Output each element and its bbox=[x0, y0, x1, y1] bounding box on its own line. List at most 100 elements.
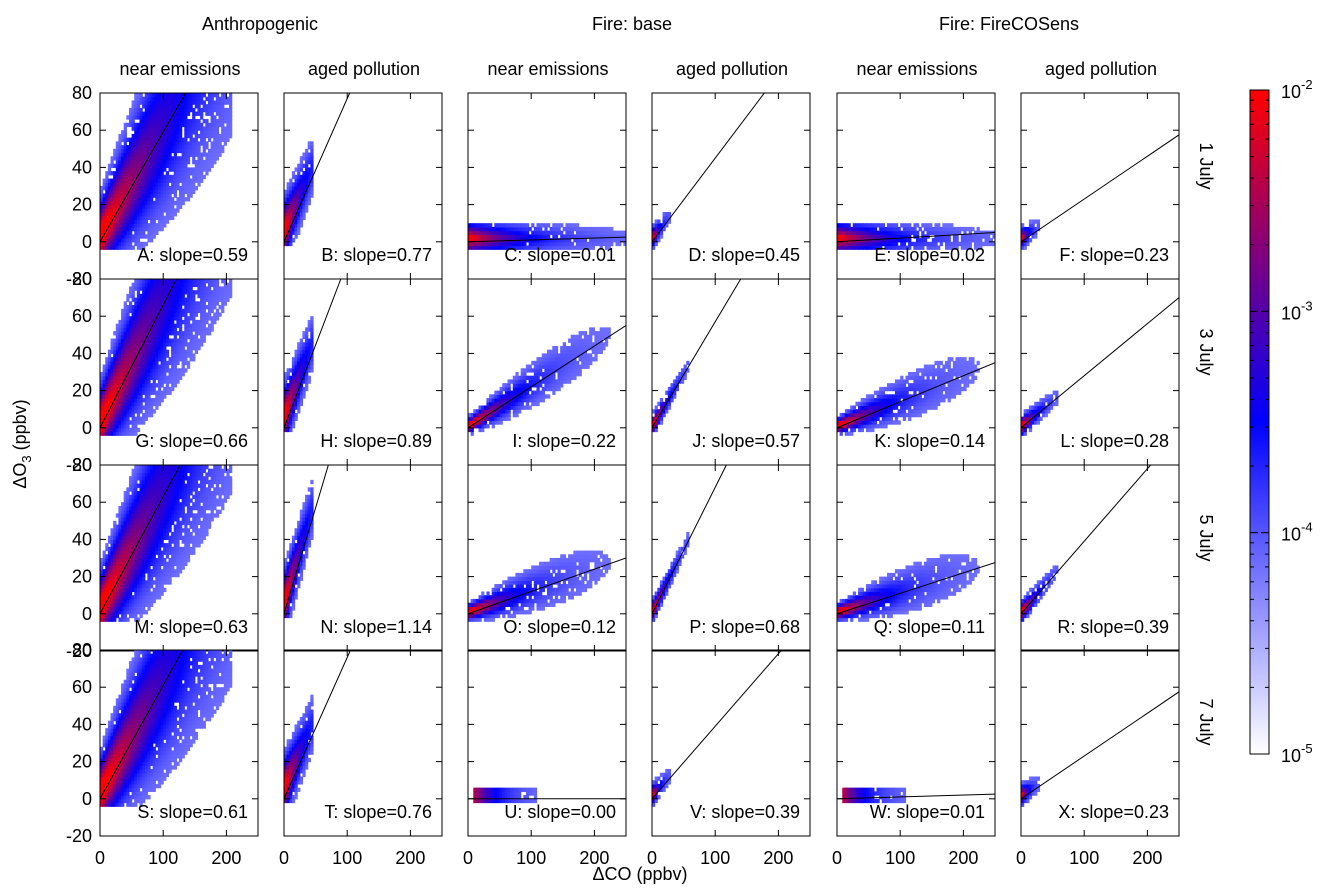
heatmap-cell bbox=[884, 238, 888, 243]
heatmap-cell bbox=[184, 319, 188, 325]
heatmap-cell bbox=[305, 386, 309, 392]
heatmap-cell bbox=[944, 241, 949, 247]
heatmap-cell bbox=[876, 416, 880, 421]
heatmap-cell bbox=[294, 368, 298, 373]
heatmap-cell bbox=[286, 412, 290, 418]
heatmap-cell bbox=[525, 390, 530, 395]
heatmap-cell bbox=[163, 323, 167, 328]
heatmap-cell bbox=[591, 331, 595, 336]
heatmap-cell bbox=[176, 200, 180, 206]
heatmap-cell bbox=[207, 137, 212, 142]
heatmap-cell bbox=[186, 353, 191, 358]
heatmap-cell bbox=[858, 226, 862, 232]
panel: B: slope=0.77 bbox=[283, 92, 443, 280]
heatmap-cell bbox=[478, 226, 482, 232]
heatmap-cell bbox=[307, 379, 311, 384]
heatmap-cell bbox=[115, 409, 120, 414]
heatmap-cell bbox=[165, 174, 170, 180]
heatmap-cell bbox=[286, 215, 290, 221]
heatmap-cell bbox=[126, 323, 130, 328]
heatmap-cell bbox=[113, 186, 117, 191]
heatmap-cell bbox=[139, 286, 143, 291]
heatmap-cell bbox=[189, 279, 193, 284]
heatmap-cell bbox=[171, 212, 175, 217]
heatmap-cell bbox=[518, 390, 522, 395]
heatmap-cell bbox=[583, 334, 588, 340]
heatmap-cell bbox=[165, 137, 170, 142]
heatmap-cell bbox=[144, 200, 148, 206]
heatmap-cell bbox=[229, 104, 233, 109]
heatmap-cell bbox=[136, 133, 141, 139]
heatmap-cell bbox=[139, 349, 143, 354]
heatmap-cell bbox=[173, 148, 177, 154]
heatmap-cell bbox=[168, 159, 172, 165]
heatmap-cell bbox=[163, 163, 167, 168]
heatmap-cell bbox=[552, 353, 556, 358]
heatmap-cell bbox=[155, 316, 159, 321]
heatmap-cell bbox=[205, 133, 209, 139]
heatmap-cell bbox=[123, 152, 127, 157]
heatmap-cell bbox=[229, 282, 233, 288]
heatmap-cell bbox=[897, 238, 901, 243]
heatmap-cell bbox=[562, 353, 567, 358]
heatmap-cell bbox=[578, 238, 582, 243]
heatmap-cell bbox=[860, 230, 864, 235]
heatmap-cell bbox=[931, 379, 936, 384]
heatmap-cell bbox=[887, 238, 891, 243]
heatmap-cell bbox=[210, 323, 214, 328]
heatmap-cell bbox=[294, 360, 298, 366]
heatmap-cell bbox=[291, 379, 296, 384]
heatmap-cell bbox=[113, 219, 117, 224]
panel: H: slope=0.89 bbox=[283, 278, 443, 466]
heatmap-cell bbox=[105, 241, 109, 247]
heatmap-cell bbox=[155, 372, 159, 377]
heatmap-cell bbox=[115, 245, 120, 250]
heatmap-cell bbox=[939, 360, 943, 366]
heatmap-cell bbox=[155, 230, 159, 235]
heatmap-cell bbox=[284, 212, 288, 217]
heatmap-cell bbox=[226, 96, 230, 102]
heatmap-cell bbox=[578, 230, 582, 235]
heatmap-cell bbox=[305, 167, 309, 172]
heatmap-cell bbox=[121, 197, 125, 202]
heatmap-cell bbox=[218, 297, 222, 302]
heatmap-cell bbox=[544, 230, 548, 235]
heatmap-cell bbox=[486, 416, 490, 421]
heatmap-cell bbox=[136, 372, 141, 377]
heatmap-cell bbox=[136, 368, 141, 373]
heatmap-cell bbox=[868, 405, 872, 410]
heatmap-cell bbox=[160, 208, 164, 213]
heatmap-cell bbox=[176, 338, 180, 343]
heatmap-cell bbox=[131, 308, 135, 314]
heatmap-cell bbox=[118, 137, 122, 142]
heatmap-cell bbox=[955, 357, 959, 362]
heatmap-cell bbox=[518, 241, 522, 247]
heatmap-cell bbox=[118, 193, 122, 198]
heatmap-cell bbox=[168, 119, 172, 124]
heatmap-cell bbox=[197, 111, 201, 116]
heatmap-cell bbox=[131, 148, 135, 154]
heatmap-cell bbox=[863, 405, 867, 410]
heatmap-cell bbox=[955, 368, 959, 373]
heatmap-cell bbox=[147, 316, 151, 321]
heatmap-cell bbox=[155, 223, 159, 228]
heatmap-cell bbox=[152, 156, 156, 161]
heatmap-cell bbox=[186, 152, 191, 157]
heatmap-cell bbox=[110, 360, 114, 366]
heatmap-cell bbox=[173, 133, 177, 139]
heatmap-cell bbox=[310, 182, 314, 187]
heatmap-cell bbox=[589, 230, 593, 235]
heatmap-cell bbox=[863, 398, 867, 403]
heatmap-cell bbox=[110, 223, 114, 228]
heatmap-cell bbox=[134, 420, 138, 425]
heatmap-cell bbox=[539, 234, 543, 239]
heatmap-cell bbox=[1021, 241, 1025, 247]
heatmap-cell bbox=[515, 234, 519, 239]
heatmap-cell bbox=[147, 234, 151, 239]
heatmap-cell bbox=[902, 394, 907, 399]
heatmap-cell bbox=[160, 319, 164, 325]
heatmap-cell bbox=[560, 372, 564, 377]
heatmap-cell bbox=[837, 230, 841, 235]
heatmap-cell bbox=[152, 305, 156, 310]
heatmap-cell bbox=[194, 178, 199, 183]
